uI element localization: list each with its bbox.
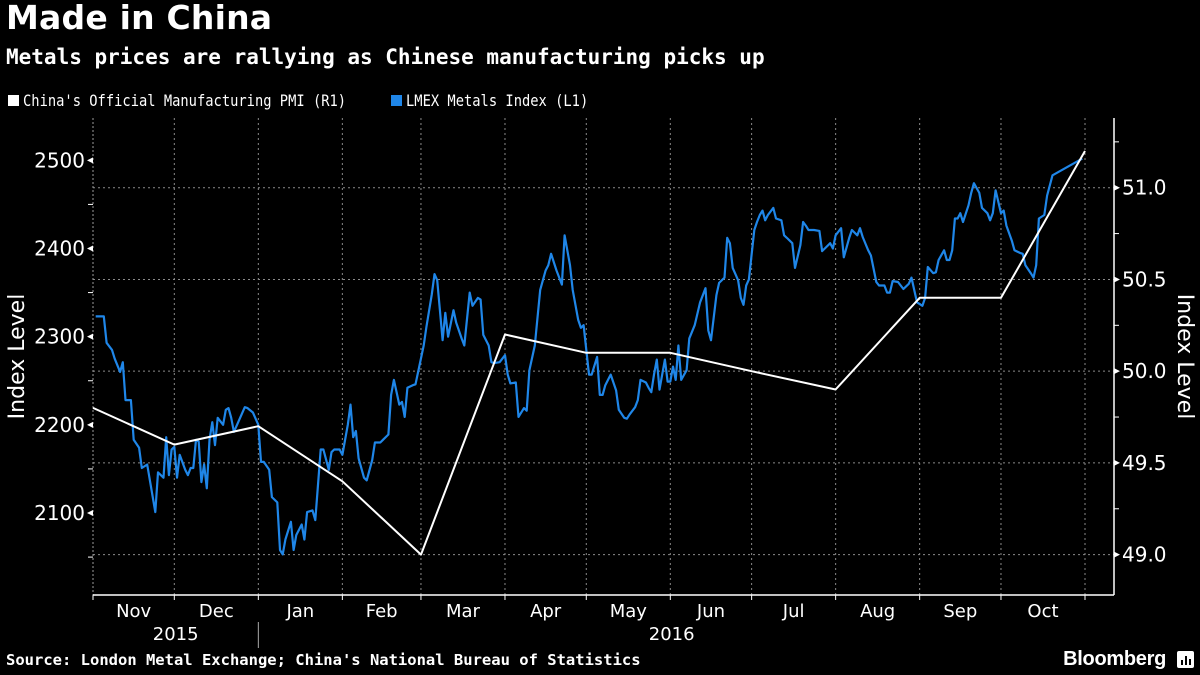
left-tick-label: 2300 (34, 325, 85, 349)
axes (87, 118, 1120, 648)
x-tick-label: Sep (943, 601, 977, 622)
left-tick-marker (87, 510, 93, 517)
left-tick-marker (87, 333, 93, 340)
right-tick-marker (1114, 184, 1120, 191)
x-year-label: 2015 (153, 624, 199, 645)
x-year-label: 2016 (649, 624, 695, 645)
legend-swatch-pmi (8, 95, 19, 106)
legend-swatch-lmex (390, 95, 402, 106)
x-tick-label: Aug (860, 601, 895, 622)
right-tick-marker (1114, 368, 1120, 375)
legend-label-lmex: LMEX Metals Index (L1) (405, 91, 588, 110)
left-tick-label: 2100 (34, 501, 85, 525)
left-tick-label: 2200 (34, 413, 85, 437)
left-tick-marker (87, 157, 93, 164)
legend-label-pmi: China's Official Manufacturing PMI (R1) (23, 91, 347, 110)
x-tick-label: Jan (285, 601, 314, 622)
source-note: Source: London Metal Exchange; China's N… (6, 651, 641, 669)
right-tick-marker (1114, 276, 1120, 283)
x-tick-label: May (610, 601, 648, 622)
gridlines (93, 118, 1114, 595)
left-tick-label: 2500 (34, 148, 85, 172)
lmex-line (95, 157, 1083, 556)
bloomberg-chart-icon (1177, 651, 1194, 668)
pmi-line (92, 150, 1086, 556)
legend-item-pmi: China's Official Manufacturing PMI (R1) (8, 91, 399, 110)
x-tick-label: Oct (1027, 601, 1058, 622)
left-tick-marker (87, 245, 93, 252)
legend-item-lmex: LMEX Metals Index (L1) (390, 91, 618, 110)
x-tick-label: Apr (530, 601, 562, 622)
right-tick-label: 50.5 (1122, 267, 1167, 291)
axis-labels: 2100 2200 2300 2400 2500 49.0 49.5 50.0 50.5 51.0… (5, 148, 1197, 645)
legend: China's Official Manufacturing PMI (R1) … (8, 91, 630, 110)
right-axis-title: Index Level (1172, 294, 1197, 420)
right-tick-label: 49.0 (1122, 543, 1167, 567)
chart-subtitle: Metals prices are rallying as Chinese ma… (6, 45, 765, 69)
x-tick-label: Jun (696, 601, 725, 622)
right-tick-label: 51.0 (1122, 176, 1167, 200)
x-tick-label: Dec (199, 601, 234, 622)
chart-title: Made in China (6, 0, 273, 37)
left-axis-title: Index Level (5, 294, 30, 420)
right-tick-label: 50.0 (1122, 359, 1167, 383)
left-tick-label: 2400 (34, 236, 85, 260)
bloomberg-logo: Bloomberg (1063, 648, 1166, 670)
series-layer (92, 150, 1086, 556)
right-tick-label: 49.5 (1122, 451, 1167, 475)
x-tick-label: Feb (366, 601, 398, 622)
x-tick-label: Nov (116, 601, 151, 622)
right-tick-marker (1114, 459, 1120, 466)
left-tick-marker (87, 421, 93, 428)
x-tick-label: Jul (782, 601, 805, 622)
right-tick-marker (1114, 551, 1120, 558)
x-tick-label: Mar (446, 601, 481, 622)
